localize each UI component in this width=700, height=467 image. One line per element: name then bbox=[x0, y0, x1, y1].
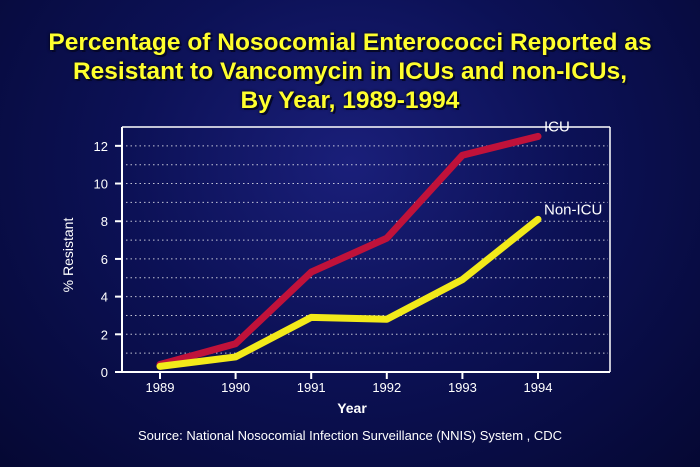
y-tick-label: 8 bbox=[101, 214, 108, 229]
series-label-icu: ICU bbox=[544, 118, 570, 135]
y-tick-label: 6 bbox=[101, 252, 108, 267]
y-tick-label: 10 bbox=[94, 177, 108, 192]
series-lines bbox=[156, 132, 542, 370]
series-label-non-icu: Non-ICU bbox=[544, 201, 602, 218]
series-line-non-icu bbox=[156, 215, 542, 370]
source-note: Source: National Nosocomial Infection Su… bbox=[137, 428, 563, 443]
y-tick-label: 12 bbox=[94, 139, 108, 154]
x-tick-label: 1993 bbox=[448, 380, 477, 395]
ticks: 0 2 4 6 8 10 12 1989 1990 1991 1992 1993 1994 bbox=[94, 139, 553, 395]
chart-title-line-1: Percentage of Nosocomial Enterococci Rep… bbox=[48, 29, 652, 56]
axes bbox=[121, 126, 611, 373]
x-tick-label: 1989 bbox=[146, 380, 175, 395]
x-tick-label: 1990 bbox=[221, 380, 250, 395]
x-tick-label: 1992 bbox=[372, 380, 401, 395]
y-tick-label: 0 bbox=[101, 365, 108, 380]
x-axis-label: Year bbox=[337, 400, 367, 416]
chart-title-line-3: By Year, 1989-1994 bbox=[240, 87, 460, 114]
x-tick-label: 1994 bbox=[524, 380, 553, 395]
chart-title-line-2: Resistant to Vancomycin in ICUs and non-… bbox=[72, 58, 628, 85]
series-line-icu bbox=[156, 132, 542, 368]
gridlines bbox=[126, 145, 608, 354]
x-tick-label: 1991 bbox=[297, 380, 326, 395]
y-axis-label: % Resistant bbox=[60, 218, 76, 293]
chart-title: Percentage of Nosocomial Enterococci Rep… bbox=[0, 28, 700, 115]
y-tick-label: 2 bbox=[101, 327, 108, 342]
series-labels: ICU Non-ICU bbox=[544, 118, 602, 218]
y-tick-label: 4 bbox=[101, 290, 108, 305]
